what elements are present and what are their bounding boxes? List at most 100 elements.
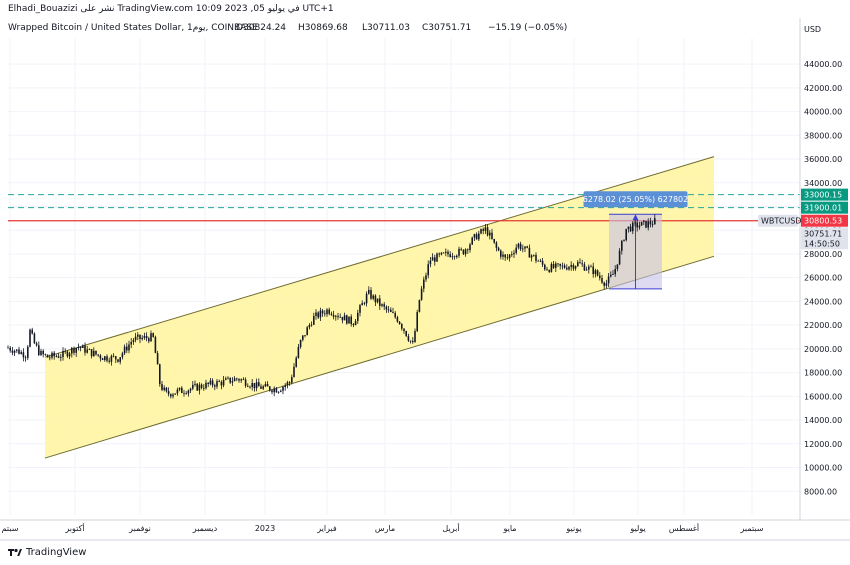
candle-body bbox=[264, 384, 267, 387]
candle-body bbox=[508, 254, 511, 259]
candle-body bbox=[469, 244, 471, 251]
y-tick-label: 44000.00 bbox=[804, 60, 842, 69]
candle-body bbox=[183, 392, 185, 394]
candle-body bbox=[412, 341, 414, 343]
candle-body bbox=[387, 309, 390, 311]
candle-body bbox=[577, 262, 579, 267]
tag-31900: 31900.01 bbox=[804, 204, 842, 213]
candle-body bbox=[291, 377, 293, 383]
candle-body bbox=[486, 227, 489, 236]
candle-body bbox=[425, 275, 427, 280]
candle-body bbox=[374, 295, 377, 303]
candle-body bbox=[79, 347, 82, 348]
candle-body bbox=[9, 347, 11, 351]
candle-body bbox=[634, 222, 636, 224]
candle-body bbox=[594, 270, 597, 275]
candle-body bbox=[22, 352, 25, 358]
candle-body bbox=[258, 382, 260, 387]
candle-body bbox=[293, 366, 295, 378]
candle-body bbox=[29, 329, 31, 347]
candle-body bbox=[106, 356, 108, 361]
candle-body bbox=[445, 251, 447, 253]
ohlc-close: C30751.71 bbox=[422, 23, 472, 33]
candle-body bbox=[495, 242, 498, 248]
candle-body bbox=[588, 266, 590, 270]
candle-body bbox=[383, 304, 385, 307]
candle-body bbox=[119, 357, 121, 362]
candle-body bbox=[161, 384, 163, 390]
candle-body bbox=[178, 387, 181, 390]
ohlc-change: −15.19 (−0.05%) bbox=[488, 23, 568, 33]
footer: TradingView bbox=[8, 545, 86, 561]
candle-body bbox=[189, 388, 192, 391]
x-tick-label: مارس bbox=[375, 524, 395, 533]
candle-body bbox=[583, 264, 586, 271]
candle-body bbox=[517, 243, 520, 248]
price-range-measure: 6278.02 (25.05%) 627802 bbox=[583, 191, 688, 290]
candle-body bbox=[244, 379, 247, 386]
candle-body bbox=[341, 316, 344, 321]
candle-body bbox=[414, 331, 416, 343]
candle-body bbox=[550, 263, 553, 272]
candle-body bbox=[286, 382, 289, 386]
candle-body bbox=[222, 379, 225, 386]
candle-body bbox=[326, 309, 328, 315]
candle-body bbox=[343, 315, 346, 321]
candle-body bbox=[462, 249, 465, 255]
candle-body bbox=[282, 386, 284, 391]
candle-body bbox=[447, 251, 449, 255]
candle-body bbox=[273, 388, 275, 393]
candle-body bbox=[218, 381, 220, 382]
candle-body bbox=[60, 357, 62, 358]
candle-body bbox=[284, 385, 286, 387]
y-tick-label: 36000.00 bbox=[804, 155, 842, 164]
candle-body bbox=[209, 380, 212, 385]
candle-body bbox=[262, 386, 264, 389]
candle-body bbox=[288, 382, 291, 384]
candle-body bbox=[574, 266, 577, 269]
candle-body bbox=[266, 384, 269, 387]
candle-body bbox=[363, 303, 366, 305]
candle-body bbox=[304, 335, 306, 336]
candle-body bbox=[277, 391, 280, 393]
candle-body bbox=[616, 264, 619, 270]
candle-body bbox=[130, 342, 132, 345]
tradingview-logo-icon bbox=[8, 548, 22, 556]
candle-body bbox=[497, 247, 500, 251]
countdown-label: 14:50:50 bbox=[804, 239, 840, 248]
candle-body bbox=[607, 276, 610, 284]
candle-body bbox=[533, 254, 535, 256]
candle-body bbox=[566, 267, 568, 270]
candle-body bbox=[478, 233, 480, 240]
candle-body bbox=[95, 350, 97, 355]
candle-body bbox=[359, 305, 361, 313]
candle-body bbox=[464, 249, 467, 255]
candle-body bbox=[110, 355, 113, 362]
candle-body bbox=[170, 394, 172, 397]
candle-body bbox=[603, 282, 605, 286]
candle-body bbox=[49, 357, 51, 359]
y-tick-label: 16000.00 bbox=[804, 392, 842, 401]
candle-body bbox=[381, 304, 383, 306]
candle-body bbox=[467, 249, 469, 251]
candle-body bbox=[460, 248, 462, 250]
candle-body bbox=[372, 295, 374, 299]
candle-body bbox=[647, 221, 649, 228]
candle-body bbox=[126, 346, 128, 351]
y-tick-label: 12000.00 bbox=[804, 440, 842, 449]
candle-body bbox=[249, 386, 251, 388]
candle-body bbox=[654, 218, 656, 225]
candle-body bbox=[225, 378, 227, 380]
candle-body bbox=[165, 387, 168, 392]
candle-body bbox=[214, 385, 216, 387]
candle-body bbox=[385, 306, 388, 310]
candle-body bbox=[86, 349, 88, 353]
symbol-title: Wrapped Bitcoin / United States Dollar, … bbox=[8, 23, 258, 33]
candle-body bbox=[427, 264, 429, 276]
candle-body bbox=[150, 333, 152, 342]
y-tick-label: 38000.00 bbox=[804, 131, 842, 140]
x-tick-label: أكتوبر bbox=[64, 523, 84, 533]
candle-body bbox=[101, 358, 104, 361]
candle-body bbox=[112, 355, 115, 357]
